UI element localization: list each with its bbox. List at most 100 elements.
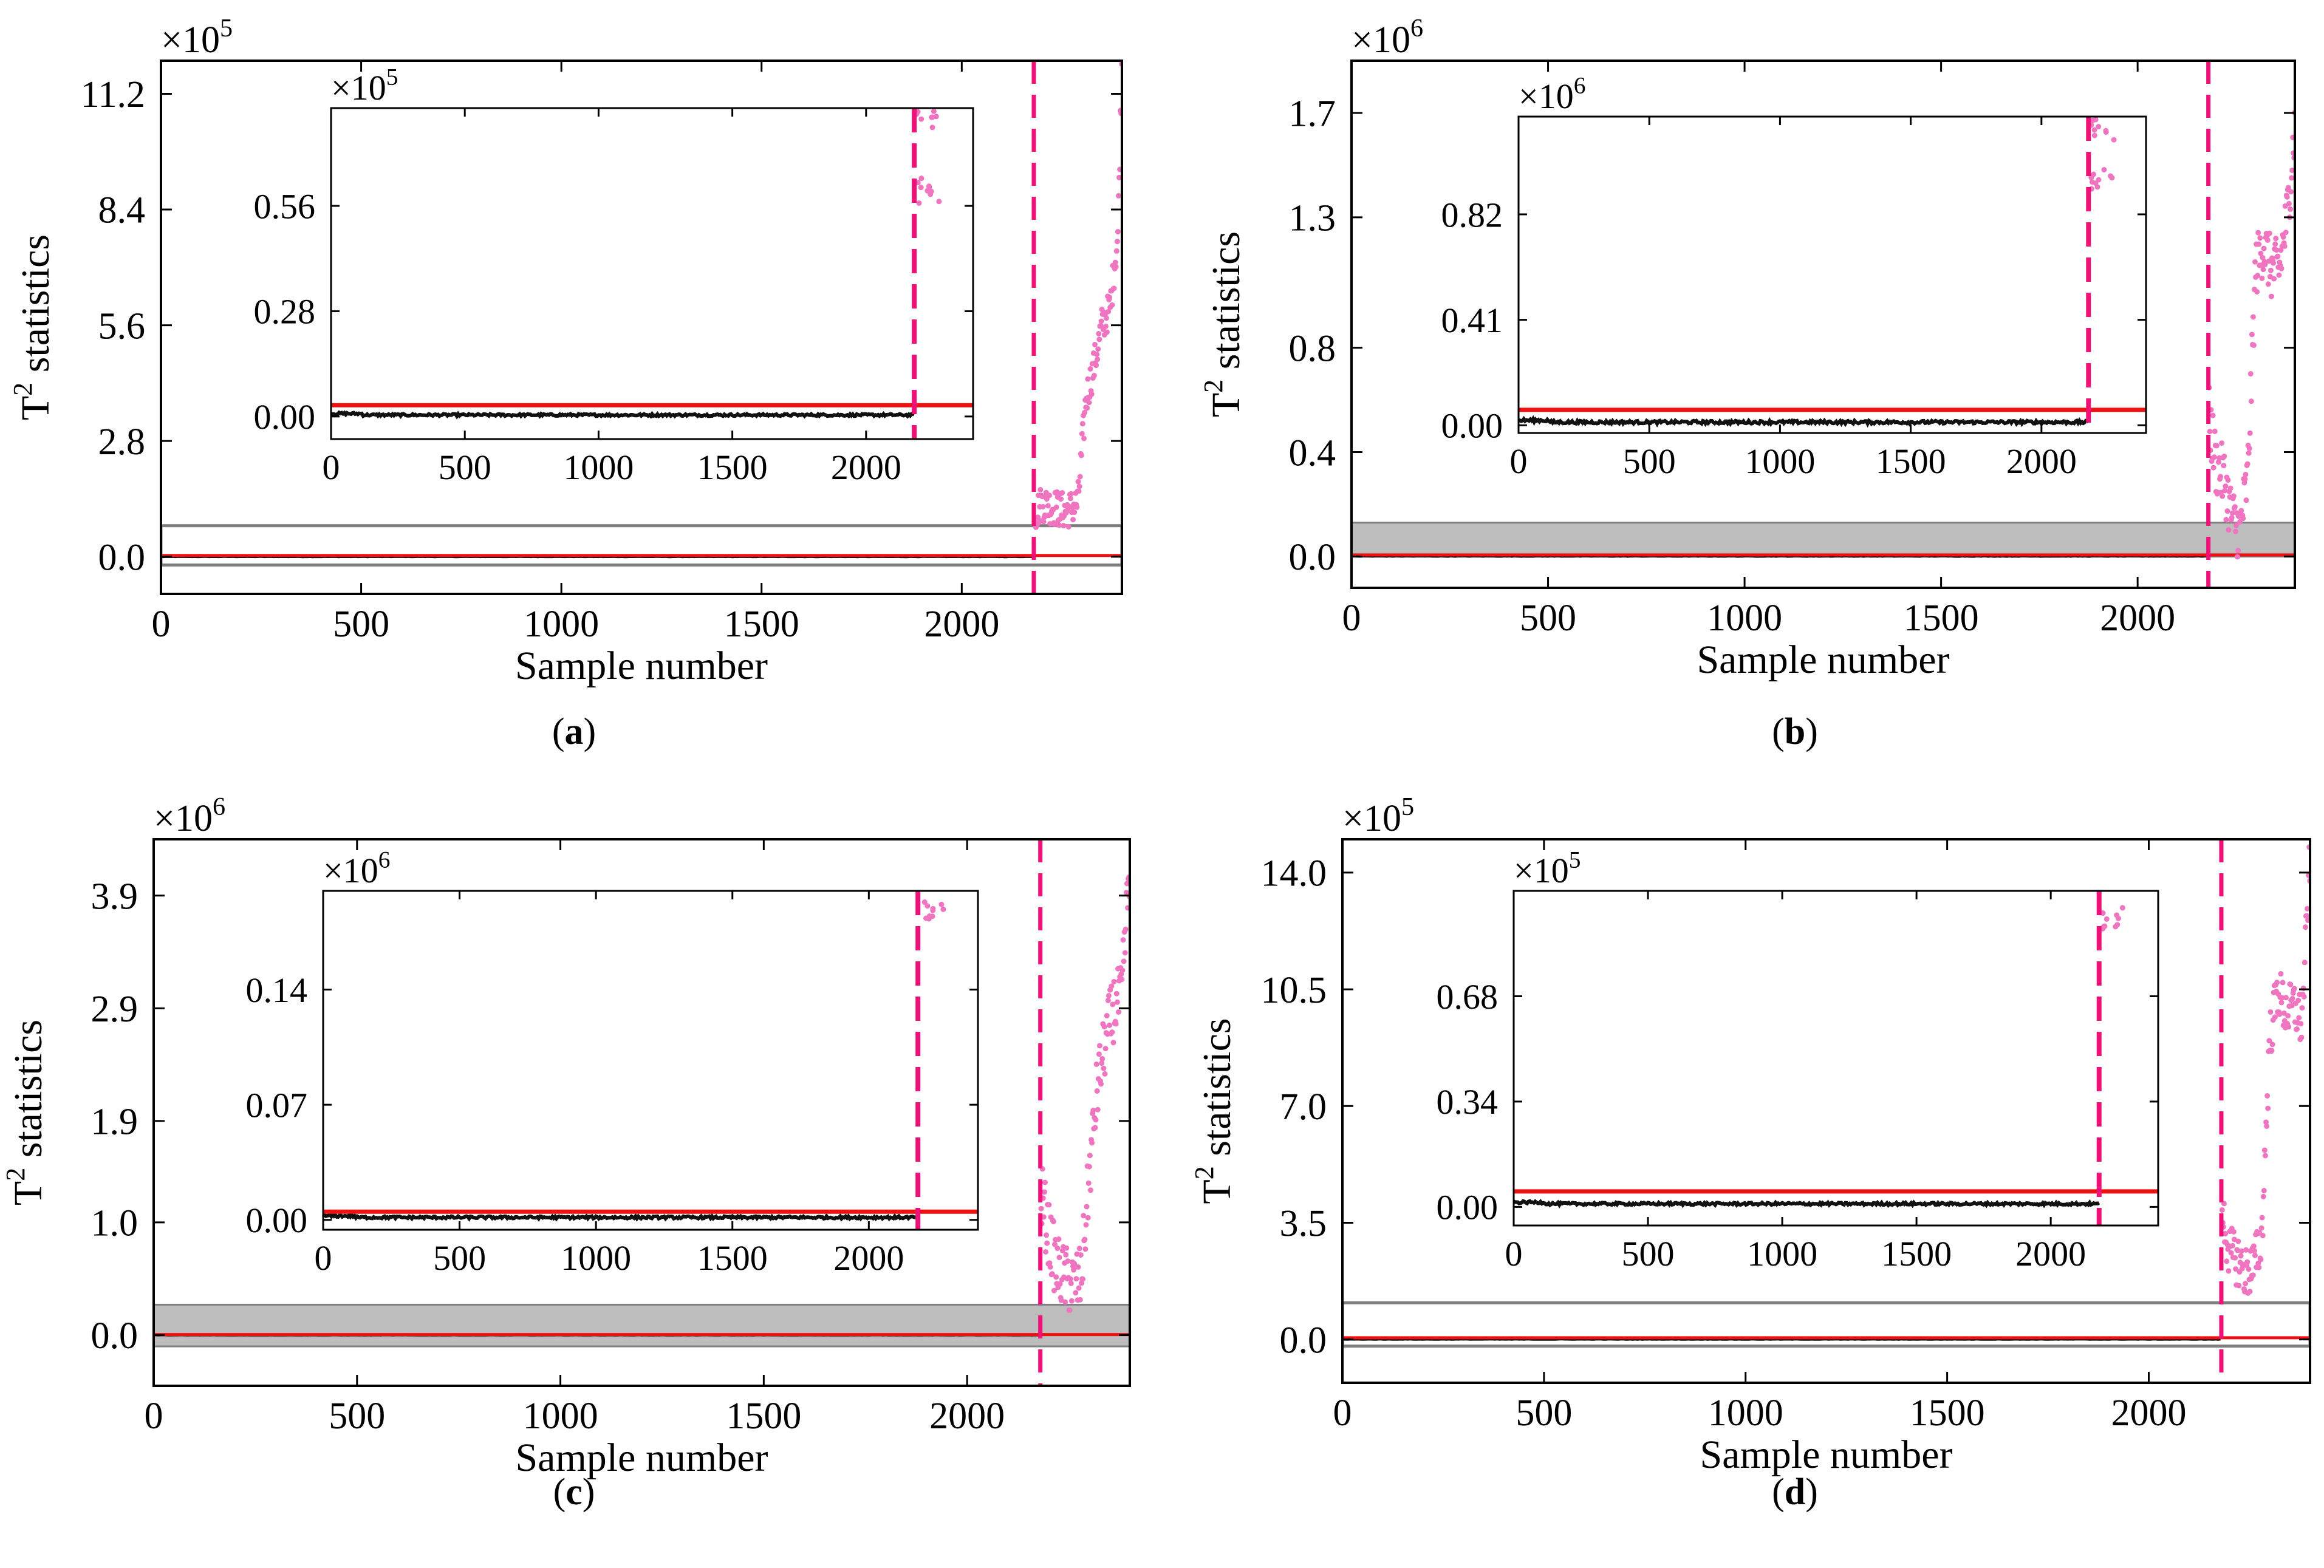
faulty-sample-point xyxy=(1107,295,1113,301)
inset-faulty-sample-point xyxy=(921,899,928,905)
y-axis-title: T2 statistics xyxy=(1198,231,1248,417)
y-axis-title-rest: statistics xyxy=(6,1020,50,1168)
inset-x-tick-label: 2000 xyxy=(2015,1234,2086,1273)
inset-plot-area xyxy=(331,102,973,439)
faulty-sample-point xyxy=(2218,474,2224,480)
faulty-sample-point xyxy=(2238,508,2244,514)
faulty-sample-point xyxy=(1109,1029,1115,1035)
panel-caption: (d) xyxy=(1772,1471,1818,1513)
faulty-sample-point xyxy=(1076,1246,1082,1252)
faulty-sample-point xyxy=(2269,1041,2275,1048)
x-axis-title: Sample number xyxy=(1697,638,1949,682)
inset-y-tick-label: 0.14 xyxy=(246,970,308,1010)
faulty-sample-point xyxy=(1053,504,1059,510)
caption-close-paren: ) xyxy=(583,1471,595,1513)
inset-x-tick-label: 1000 xyxy=(563,448,634,487)
faulty-sample-point xyxy=(1084,1204,1090,1210)
faulty-sample-point xyxy=(1068,1298,1075,1304)
faulty-sample-point xyxy=(2269,1048,2275,1054)
faulty-sample-point xyxy=(2268,1009,2274,1015)
faulty-sample-point xyxy=(1054,1246,1061,1252)
faulty-sample-point xyxy=(2278,265,2285,271)
faulty-sample-point xyxy=(2280,980,2286,986)
inset-normal-statistic-trace xyxy=(331,410,915,420)
faulty-sample-point xyxy=(1070,517,1076,523)
inset-x-tick-label: 500 xyxy=(1623,441,1676,481)
faulty-sample-point xyxy=(1102,323,1109,329)
faulty-sample-point xyxy=(1075,479,1081,485)
caption-open-paren: ( xyxy=(553,1471,566,1513)
caption-close-paren: ) xyxy=(1805,711,1818,752)
faulty-sample-point xyxy=(1044,1240,1050,1246)
faulty-sample-point xyxy=(2272,1014,2278,1020)
inset-y-tick-label: 0.28 xyxy=(254,292,316,332)
faulty-sample-point xyxy=(2288,981,2294,987)
faulty-sample-point xyxy=(2230,1229,2237,1235)
faulty-sample-point xyxy=(1041,1189,1047,1195)
main-y-tick-label: 0.0 xyxy=(91,1315,138,1357)
faulty-sample-point xyxy=(1053,1274,1059,1280)
faulty-sample-point xyxy=(1083,1222,1089,1228)
inset-x-tick-label: 2000 xyxy=(2006,441,2077,481)
faulty-sample-point xyxy=(1064,1245,1070,1251)
main-y-exponent-label: ×105 xyxy=(1342,793,1414,839)
inset-x-tick-label: 1500 xyxy=(1876,441,1946,481)
inset-faulty-sample-point xyxy=(931,108,937,114)
caption-letter: b xyxy=(1785,711,1805,752)
faulty-sample-point xyxy=(1082,409,1088,415)
inset-faulty-sample-point xyxy=(933,114,939,120)
faulty-sample-point xyxy=(1109,302,1115,308)
faulty-sample-point xyxy=(1068,1280,1074,1286)
inset-exponent-base: ×10 xyxy=(1519,77,1574,116)
faulty-sample-point xyxy=(2303,913,2309,919)
faulty-sample-point xyxy=(2291,986,2297,992)
y-axis-title-superscript: 2 xyxy=(1,1168,30,1181)
faulty-sample-point xyxy=(1085,376,1091,382)
faulty-sample-point xyxy=(2264,1123,2270,1129)
inset-y-tick-label: 0.82 xyxy=(1441,195,1503,234)
faulty-sample-point xyxy=(1051,1287,1057,1294)
faulty-sample-point xyxy=(1104,1013,1110,1019)
faulty-sample-point xyxy=(1056,1236,1062,1242)
faulty-sample-point xyxy=(1122,950,1128,956)
faulty-sample-point xyxy=(1091,372,1097,378)
inset-axes-frame xyxy=(1517,115,2147,434)
faulty-sample-point xyxy=(1120,937,1126,943)
faulty-sample-point xyxy=(1076,483,1082,489)
faulty-sample-point xyxy=(2226,1268,2232,1274)
faulty-sample-point xyxy=(2301,994,2307,1000)
inset-faulty-sample-point xyxy=(2089,179,2095,185)
faulty-sample-point xyxy=(1116,174,1122,180)
inset-background xyxy=(331,108,973,439)
faulty-sample-point xyxy=(2221,463,2227,469)
inset-faulty-sample-point xyxy=(923,102,929,107)
faulty-sample-point xyxy=(1124,881,1130,887)
faulty-sample-point xyxy=(2243,471,2249,477)
inset-background xyxy=(323,891,978,1230)
zoom-region-box xyxy=(154,1303,1130,1348)
faulty-sample-point xyxy=(2279,995,2285,1001)
main-x-tick-label: 2000 xyxy=(924,604,999,645)
faulty-sample-point xyxy=(2235,548,2241,554)
y-axis-title-symbol: T xyxy=(1195,1179,1239,1204)
y-axis-title: T2 statistics xyxy=(1,1020,50,1205)
faulty-sample-point xyxy=(2284,194,2290,200)
faulty-sample-point xyxy=(1107,1022,1113,1028)
faulty-sample-point xyxy=(2224,508,2230,514)
faulty-sample-point xyxy=(2247,1289,2253,1295)
main-y-tick-label: 1.3 xyxy=(1289,198,1336,239)
faulty-sample-point xyxy=(1123,890,1129,896)
faulty-sample-point xyxy=(2213,443,2220,449)
faulty-sample-point xyxy=(1113,248,1119,254)
faulty-sample-point xyxy=(2251,1243,2257,1249)
inset-faulty-sample-point xyxy=(2100,910,2106,916)
faulty-sample-point xyxy=(2251,343,2257,349)
faulty-sample-point xyxy=(2229,510,2235,516)
inset-x-tick-label: 0 xyxy=(315,1238,332,1278)
inset-faulty-sample-point xyxy=(2114,922,2121,928)
y-axis-title-symbol: T xyxy=(1204,393,1248,417)
faulty-sample-point xyxy=(2281,1010,2287,1016)
caption-letter: c xyxy=(566,1471,583,1513)
faulty-sample-point xyxy=(1114,999,1120,1005)
faulty-sample-point xyxy=(1085,1215,1091,1221)
